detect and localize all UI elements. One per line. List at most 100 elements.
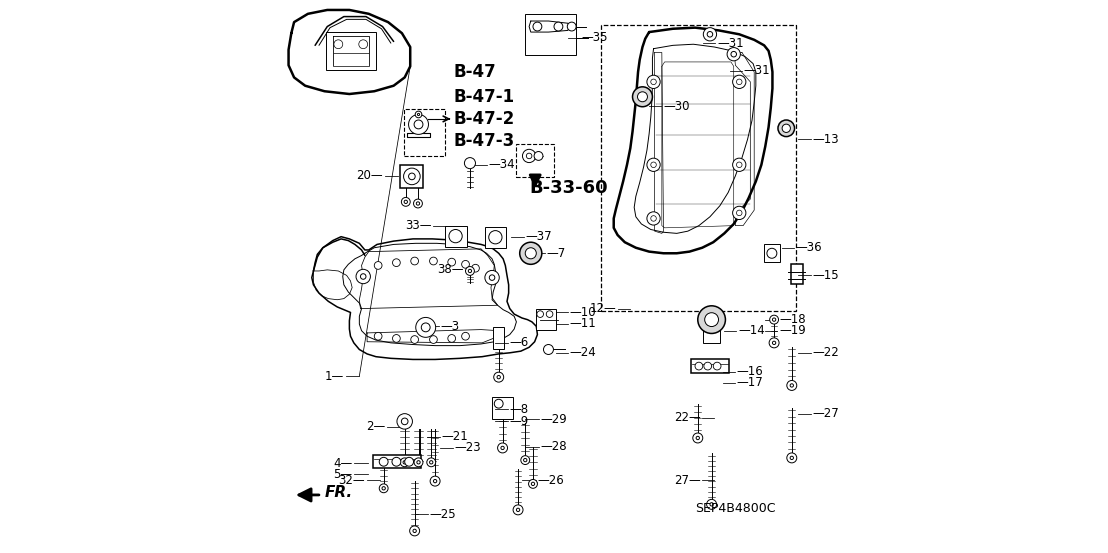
Circle shape — [382, 487, 386, 490]
Circle shape — [695, 362, 702, 370]
Circle shape — [490, 275, 495, 280]
Circle shape — [520, 242, 542, 264]
Text: 12—: 12— — [589, 302, 616, 315]
Circle shape — [334, 40, 342, 49]
Circle shape — [421, 323, 430, 332]
Circle shape — [707, 32, 712, 37]
Bar — [601, 25, 796, 311]
Circle shape — [501, 446, 504, 450]
Circle shape — [544, 345, 554, 354]
Circle shape — [413, 529, 417, 533]
Circle shape — [526, 153, 532, 159]
Circle shape — [516, 508, 520, 512]
Text: —30: —30 — [663, 100, 689, 113]
Circle shape — [787, 380, 797, 390]
Text: 38—: 38— — [437, 263, 463, 276]
Circle shape — [650, 79, 656, 85]
Circle shape — [494, 399, 503, 408]
Circle shape — [710, 503, 714, 506]
Circle shape — [704, 28, 717, 41]
Bar — [791, 264, 803, 284]
Circle shape — [650, 216, 656, 221]
Circle shape — [397, 414, 412, 429]
Text: 4—: 4— — [334, 457, 352, 470]
Circle shape — [523, 149, 536, 163]
Circle shape — [356, 269, 370, 284]
Circle shape — [696, 436, 699, 440]
Text: FR.: FR. — [325, 484, 352, 500]
Text: —14: —14 — [738, 324, 765, 337]
Circle shape — [737, 210, 742, 216]
Circle shape — [772, 318, 776, 321]
Text: 2—: 2— — [366, 420, 386, 434]
Circle shape — [533, 22, 542, 31]
Circle shape — [430, 476, 440, 486]
Bar — [444, 226, 466, 247]
Circle shape — [392, 259, 400, 267]
Text: —15: —15 — [812, 269, 839, 282]
Circle shape — [392, 335, 400, 342]
Circle shape — [465, 267, 474, 275]
Circle shape — [462, 260, 470, 268]
Circle shape — [732, 75, 746, 88]
Text: —9: —9 — [510, 415, 529, 428]
Circle shape — [414, 458, 423, 467]
Text: 1—: 1— — [325, 369, 345, 383]
Bar — [493, 327, 504, 349]
Text: —27: —27 — [812, 407, 839, 420]
Circle shape — [360, 274, 366, 279]
Text: 33—: 33— — [404, 219, 431, 232]
Circle shape — [554, 22, 563, 31]
Circle shape — [404, 457, 413, 466]
Circle shape — [462, 332, 470, 340]
Circle shape — [692, 433, 702, 443]
Text: —35: —35 — [582, 31, 608, 44]
Bar — [525, 14, 576, 55]
Circle shape — [524, 458, 527, 462]
Circle shape — [532, 482, 535, 486]
Circle shape — [464, 158, 475, 169]
Circle shape — [472, 264, 480, 272]
Circle shape — [650, 162, 656, 168]
Circle shape — [698, 306, 726, 333]
Text: —10: —10 — [570, 306, 596, 319]
Circle shape — [633, 87, 653, 107]
Text: —26: —26 — [537, 473, 564, 487]
Text: —13: —13 — [812, 133, 839, 146]
Text: B-47-1: B-47-1 — [453, 88, 514, 106]
Circle shape — [379, 457, 388, 466]
Circle shape — [714, 362, 721, 370]
Circle shape — [448, 335, 455, 342]
Circle shape — [732, 206, 746, 220]
Circle shape — [537, 311, 544, 317]
Circle shape — [787, 453, 797, 463]
Circle shape — [525, 248, 536, 259]
Bar — [372, 455, 421, 468]
Circle shape — [430, 336, 438, 343]
Text: 32—: 32— — [338, 473, 365, 487]
Text: —17: —17 — [737, 376, 763, 389]
Circle shape — [414, 120, 423, 129]
Text: B-47-2: B-47-2 — [453, 110, 514, 128]
Bar — [536, 309, 555, 330]
Circle shape — [769, 338, 779, 348]
Circle shape — [647, 212, 660, 225]
Text: 27—: 27— — [674, 473, 700, 487]
Circle shape — [489, 231, 502, 244]
Text: SEP4B4800C: SEP4B4800C — [695, 502, 776, 515]
Text: —31: —31 — [717, 36, 743, 50]
Text: B-47: B-47 — [453, 63, 496, 81]
Circle shape — [704, 362, 711, 370]
Circle shape — [433, 479, 437, 483]
Text: —37: —37 — [526, 230, 553, 243]
Text: —8: —8 — [510, 403, 529, 416]
Circle shape — [404, 200, 408, 204]
Circle shape — [448, 258, 455, 266]
Circle shape — [705, 313, 718, 326]
Circle shape — [413, 199, 422, 208]
Circle shape — [534, 152, 543, 160]
Circle shape — [403, 168, 420, 185]
Circle shape — [637, 92, 647, 102]
Text: 20—: 20— — [357, 169, 383, 182]
Circle shape — [417, 202, 420, 205]
